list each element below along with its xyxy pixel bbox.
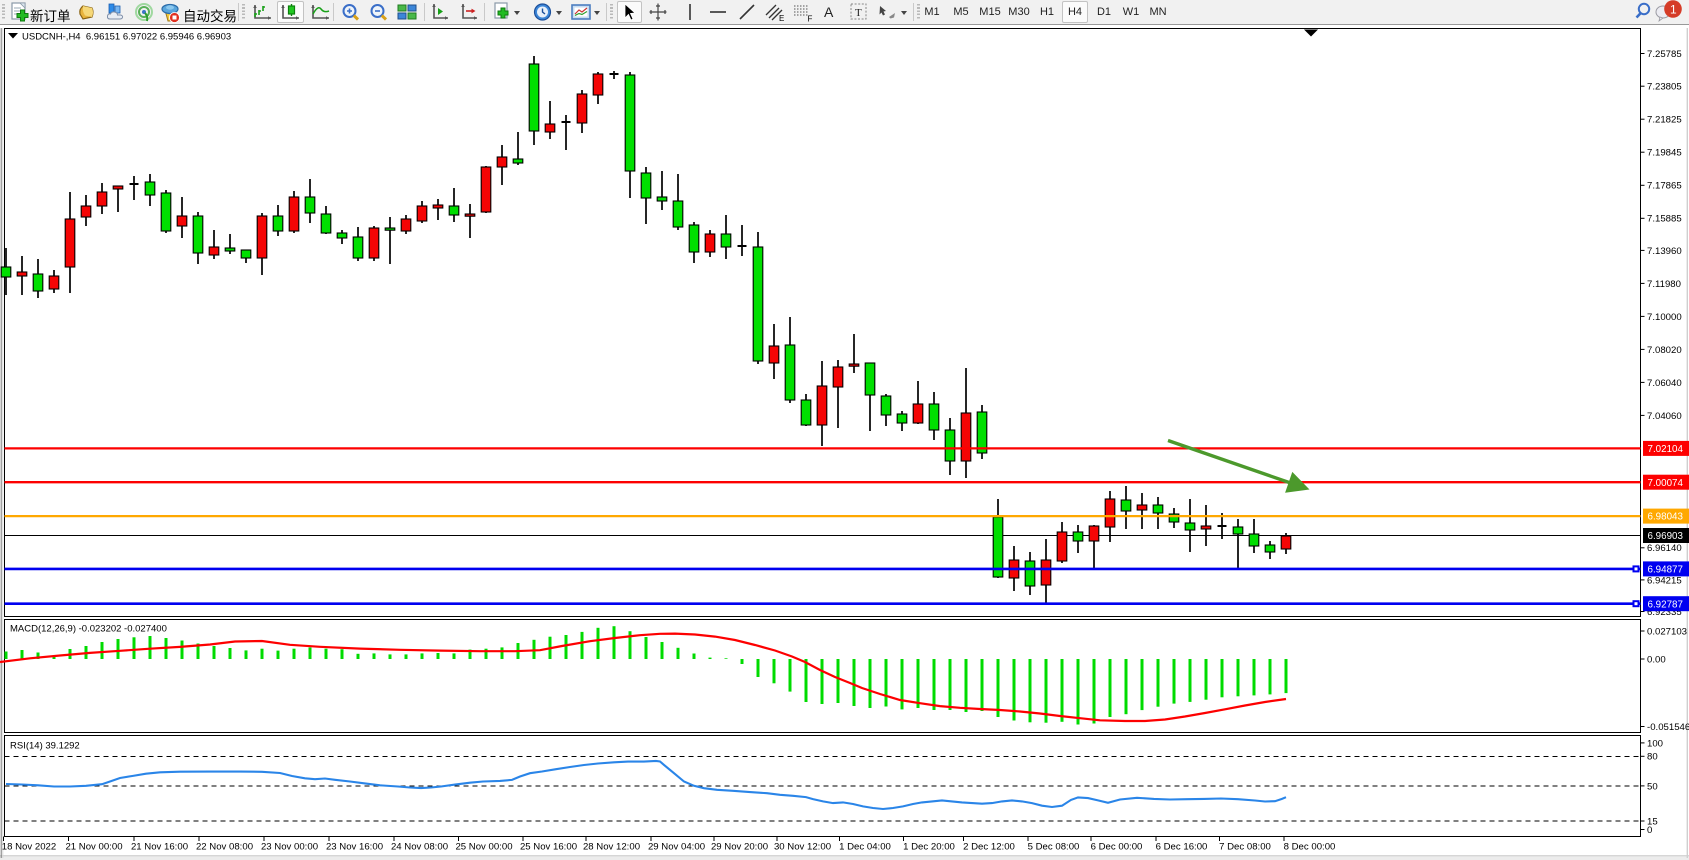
- svg-text:7.17865: 7.17865: [1647, 181, 1682, 192]
- svg-text:6 Dec 16:00: 6 Dec 16:00: [1156, 842, 1208, 853]
- svg-text:100: 100: [1647, 738, 1663, 749]
- svg-text:0: 0: [1647, 825, 1652, 836]
- svg-text:MACD(12,26,9) -0.023202 -0.027: MACD(12,26,9) -0.023202 -0.027400: [10, 624, 167, 635]
- svg-text:21 Nov 00:00: 21 Nov 00:00: [65, 842, 122, 853]
- svg-text:7.23805: 7.23805: [1647, 82, 1682, 93]
- svg-text:7.11980: 7.11980: [1647, 279, 1681, 290]
- svg-text:5 Dec 08:00: 5 Dec 08:00: [1028, 842, 1080, 853]
- svg-text:7.10000: 7.10000: [1647, 312, 1682, 323]
- svg-text:7.19845: 7.19845: [1647, 148, 1682, 159]
- svg-text:7.00074: 7.00074: [1648, 478, 1684, 489]
- svg-text:USDCNH-,H4 6.96151 6.97022 6.: USDCNH-,H4 6.96151 6.97022 6.95946 6.969…: [22, 32, 231, 43]
- svg-text:23 Nov 00:00: 23 Nov 00:00: [261, 842, 318, 853]
- svg-text:E: E: [779, 14, 784, 23]
- svg-text:6.94877: 6.94877: [1648, 565, 1683, 576]
- svg-text:2 Dec 12:00: 2 Dec 12:00: [963, 842, 1015, 853]
- svg-text:18 Nov 2022: 18 Nov 2022: [2, 842, 56, 853]
- svg-text:7.21825: 7.21825: [1647, 115, 1682, 126]
- svg-text:1: 1: [1670, 3, 1677, 17]
- svg-text:F: F: [808, 15, 813, 24]
- svg-text:7 Dec 08:00: 7 Dec 08:00: [1219, 842, 1271, 853]
- svg-text:7.13960: 7.13960: [1647, 246, 1682, 257]
- svg-text:23 Nov 16:00: 23 Nov 16:00: [326, 842, 383, 853]
- svg-text:6 Dec 00:00: 6 Dec 00:00: [1091, 842, 1143, 853]
- svg-text:7.08020: 7.08020: [1647, 345, 1682, 356]
- svg-text:25 Nov 00:00: 25 Nov 00:00: [455, 842, 512, 853]
- svg-text:7.04060: 7.04060: [1647, 411, 1682, 422]
- svg-text:1 Dec 20:00: 1 Dec 20:00: [903, 842, 955, 853]
- svg-text:6.96903: 6.96903: [1648, 531, 1684, 542]
- svg-text:25 Nov 16:00: 25 Nov 16:00: [520, 842, 577, 853]
- svg-text:29 Nov 20:00: 29 Nov 20:00: [711, 842, 768, 853]
- svg-text:0.027103: 0.027103: [1647, 626, 1687, 637]
- svg-text:6.94215: 6.94215: [1647, 575, 1682, 586]
- svg-text:21 Nov 16:00: 21 Nov 16:00: [131, 842, 188, 853]
- svg-text:7.06040: 7.06040: [1647, 378, 1682, 389]
- svg-text:24 Nov 08:00: 24 Nov 08:00: [391, 842, 448, 853]
- svg-text:1 Dec 04:00: 1 Dec 04:00: [839, 842, 891, 853]
- svg-text:8 Dec 00:00: 8 Dec 00:00: [1284, 842, 1336, 853]
- svg-text:6.96140: 6.96140: [1647, 543, 1682, 554]
- svg-text:RSI(14) 39.1292: RSI(14) 39.1292: [10, 741, 80, 752]
- svg-text:6.98043: 6.98043: [1648, 512, 1684, 523]
- svg-text:-0.051546: -0.051546: [1647, 722, 1689, 733]
- svg-text:80: 80: [1647, 752, 1658, 763]
- svg-text:15: 15: [1647, 816, 1658, 827]
- svg-text:6.92787: 6.92787: [1648, 599, 1683, 610]
- svg-text:7.15885: 7.15885: [1647, 214, 1682, 225]
- svg-text:7.25785: 7.25785: [1647, 49, 1682, 60]
- svg-text:50: 50: [1647, 781, 1658, 792]
- svg-text:30 Nov 12:00: 30 Nov 12:00: [774, 842, 831, 853]
- svg-text:7.02104: 7.02104: [1648, 444, 1684, 455]
- svg-text:6.92335: 6.92335: [1647, 607, 1682, 618]
- svg-text:29 Nov 04:00: 29 Nov 04:00: [648, 842, 705, 853]
- svg-text:T: T: [855, 7, 862, 19]
- svg-text:0.00: 0.00: [1647, 654, 1666, 665]
- svg-text:22 Nov 08:00: 22 Nov 08:00: [196, 842, 253, 853]
- svg-text:28 Nov 12:00: 28 Nov 12:00: [583, 842, 640, 853]
